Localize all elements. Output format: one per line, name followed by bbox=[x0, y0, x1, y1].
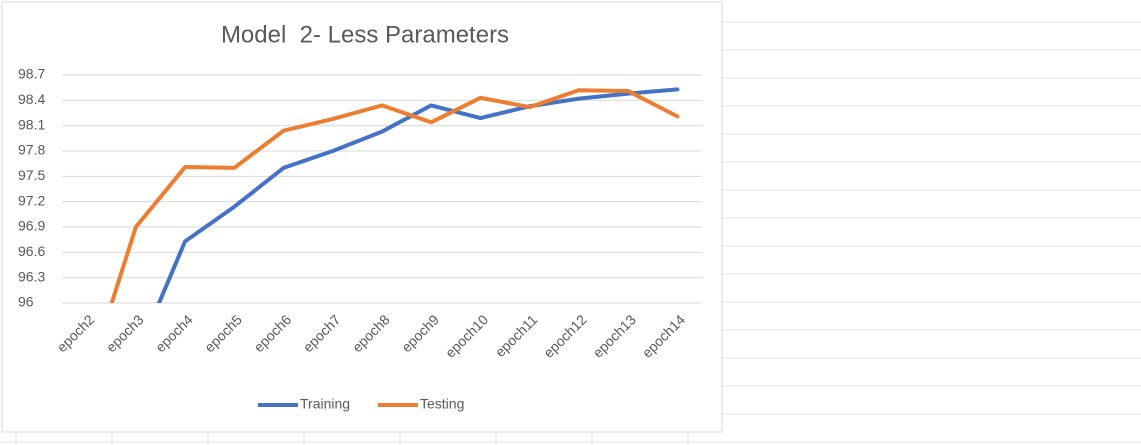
y-tick-label: 98.7 bbox=[18, 66, 45, 82]
y-tick-label: 96 bbox=[18, 294, 34, 310]
y-tick-label: 98.1 bbox=[18, 116, 45, 132]
legend-label: Testing bbox=[420, 396, 464, 412]
y-tick-label: 98.4 bbox=[18, 91, 45, 107]
y-tick-label: 96.9 bbox=[18, 218, 45, 234]
series-line bbox=[109, 88, 680, 303]
y-tick-label: 96.6 bbox=[18, 243, 45, 259]
legend-label: Training bbox=[300, 396, 350, 412]
y-tick-label: 96.3 bbox=[18, 268, 45, 284]
chart-area bbox=[1, 1, 723, 433]
y-tick-label: 97.8 bbox=[18, 142, 45, 158]
plot bbox=[109, 87, 680, 303]
y-tick-label: 97.2 bbox=[18, 192, 45, 208]
sheet-grid bbox=[0, 21, 1141, 445]
series-line bbox=[156, 87, 680, 303]
y-tick-label: 97.5 bbox=[18, 167, 45, 183]
chart-title: Model 2- Less Parameters bbox=[221, 21, 509, 48]
